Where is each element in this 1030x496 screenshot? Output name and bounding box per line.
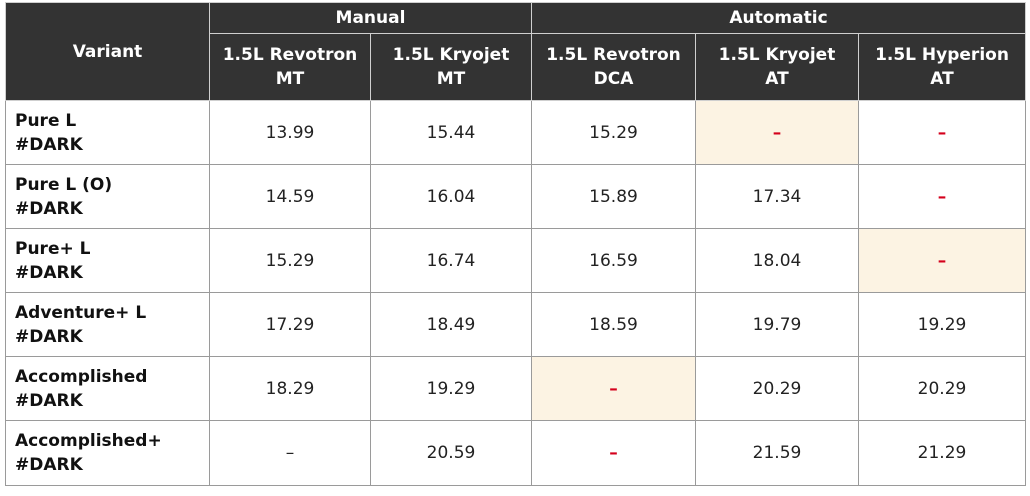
variant-suffix: #DARK bbox=[15, 390, 83, 411]
variant-name: Pure L (O) bbox=[15, 174, 113, 195]
unavailable-dash: – bbox=[937, 250, 947, 271]
table-row: Accomplished+ #DARK – 20.59 – 21.59 21.29 bbox=[5, 420, 1026, 486]
variant-cell: Accomplished+ #DARK bbox=[5, 420, 210, 486]
group-header-automatic: Automatic bbox=[531, 2, 1026, 34]
powertrain-header: 1.5L Hyperion AT bbox=[858, 33, 1026, 101]
unavailable-cell: – bbox=[858, 100, 1026, 165]
table-row: Pure L (O) #DARK 14.59 16.04 15.89 17.34 … bbox=[5, 164, 1026, 229]
powertrain-transmission: AT bbox=[765, 69, 789, 89]
group-header-manual: Manual bbox=[209, 2, 532, 34]
unavailable-dash: – bbox=[609, 378, 618, 399]
powertrain-transmission: AT bbox=[930, 69, 954, 89]
unavailable-cell: – bbox=[858, 164, 1026, 229]
powertrain-transmission: MT bbox=[275, 69, 305, 89]
price-cell: 18.59 bbox=[531, 292, 696, 357]
powertrain-header: 1.5L Revotron DCA bbox=[531, 33, 696, 101]
not-offered-cell: – bbox=[209, 420, 371, 486]
price-cell: 16.04 bbox=[370, 164, 532, 229]
variant-cell: Pure L (O) #DARK bbox=[5, 164, 210, 229]
price-cell: 20.29 bbox=[695, 356, 859, 421]
powertrain-engine: 1.5L Revotron bbox=[222, 45, 358, 65]
variant-cell: Adventure+ L #DARK bbox=[5, 292, 210, 357]
price-cell: 19.29 bbox=[370, 356, 532, 421]
variant-cell: Pure+ L #DARK bbox=[5, 228, 210, 293]
not-offered-dash: – bbox=[285, 443, 295, 463]
powertrain-header: 1.5L Kryojet MT bbox=[370, 33, 532, 101]
powertrain-engine: 1.5L Hyperion bbox=[875, 45, 1009, 65]
price-cell: 14.59 bbox=[209, 164, 371, 229]
group-header-row: Variant Manual Automatic bbox=[5, 2, 1026, 101]
table-row: Accomplished #DARK 18.29 19.29 – 20.29 20… bbox=[5, 356, 1026, 421]
price-cell: 19.29 bbox=[858, 292, 1026, 357]
variant-cell: Accomplished #DARK bbox=[5, 356, 210, 421]
price-cell: 15.29 bbox=[209, 228, 371, 293]
price-cell: 16.59 bbox=[531, 228, 696, 293]
unavailable-dash: – bbox=[937, 122, 947, 143]
variant-suffix: #DARK bbox=[15, 262, 83, 283]
variant-name: Pure L bbox=[15, 110, 77, 131]
unavailable-cell: – bbox=[531, 420, 696, 486]
price-cell: 15.89 bbox=[531, 164, 696, 229]
variant-suffix: #DARK bbox=[15, 326, 83, 347]
unavailable-dash: – bbox=[772, 122, 782, 143]
variant-name: Accomplished+ bbox=[15, 431, 162, 451]
variant-name: Pure+ L bbox=[15, 238, 91, 259]
unavailable-cell: – bbox=[531, 356, 696, 421]
variant-suffix: #DARK bbox=[15, 455, 83, 475]
powertrain-engine: 1.5L Kryojet bbox=[392, 45, 510, 65]
powertrain-engine: 1.5L Kryojet bbox=[718, 45, 836, 65]
unavailable-dash: – bbox=[609, 443, 618, 463]
table-row: Pure+ L #DARK 15.29 16.74 16.59 18.04 – bbox=[5, 228, 1026, 293]
price-table: Variant Manual Automatic 1.5L Revotron MT… bbox=[5, 2, 1026, 486]
unavailable-cell: – bbox=[695, 100, 859, 165]
variant-suffix: #DARK bbox=[15, 198, 83, 219]
powertrain-transmission: MT bbox=[436, 69, 466, 89]
price-cell: 17.34 bbox=[695, 164, 859, 229]
price-cell: 16.74 bbox=[370, 228, 532, 293]
price-cell: 21.59 bbox=[695, 420, 859, 486]
table-row: Adventure+ L #DARK 17.29 18.49 18.59 19.7… bbox=[5, 292, 1026, 357]
powertrain-header: 1.5L Kryojet AT bbox=[695, 33, 859, 101]
variant-column-header: Variant bbox=[5, 2, 210, 101]
powertrain-header-row: 1.5L Revotron MT 1.5L Kryojet MT 1.5L Revo… bbox=[6, 33, 1026, 101]
price-cell: 18.49 bbox=[370, 292, 532, 357]
price-cell: 18.29 bbox=[209, 356, 371, 421]
price-cell: 20.59 bbox=[370, 420, 532, 486]
price-cell: 20.29 bbox=[858, 356, 1026, 421]
variant-name: Adventure+ L bbox=[15, 302, 147, 323]
price-cell: 13.99 bbox=[209, 100, 371, 165]
price-cell: 15.29 bbox=[531, 100, 696, 165]
powertrain-transmission: DCA bbox=[593, 69, 634, 89]
price-cell: 15.44 bbox=[370, 100, 532, 165]
variant-name: Accomplished bbox=[15, 366, 148, 387]
variant-cell: Pure L #DARK bbox=[5, 100, 210, 165]
powertrain-header: 1.5L Revotron MT bbox=[209, 33, 371, 101]
powertrain-engine: 1.5L Revotron bbox=[546, 45, 681, 65]
table-row: Pure L #DARK 13.99 15.44 15.29 – – bbox=[5, 100, 1026, 165]
variant-suffix: #DARK bbox=[15, 134, 83, 155]
price-cell: 18.04 bbox=[695, 228, 859, 293]
price-cell: 17.29 bbox=[209, 292, 371, 357]
unavailable-cell: – bbox=[858, 228, 1026, 293]
unavailable-dash: – bbox=[937, 186, 947, 207]
price-cell: 19.79 bbox=[695, 292, 859, 357]
price-cell: 21.29 bbox=[858, 420, 1026, 486]
